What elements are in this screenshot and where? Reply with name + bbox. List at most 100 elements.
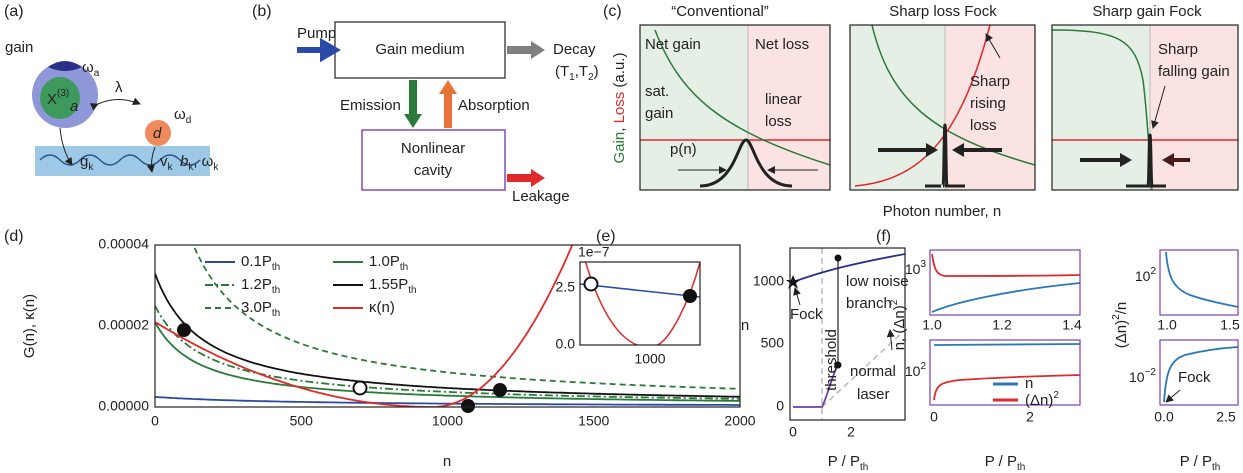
curve	[155, 321, 740, 402]
text: gain	[645, 105, 673, 122]
fock-star	[786, 275, 800, 289]
text: linear	[765, 91, 802, 108]
text: Pump	[297, 25, 336, 42]
distribution	[1126, 133, 1166, 188]
arrow-head	[439, 80, 457, 94]
x-tick-label: 2	[847, 424, 855, 440]
annotation: Fock	[790, 306, 823, 323]
x-tick-label: 1.0	[922, 317, 942, 333]
x-label: Photon number, n	[883, 203, 1001, 220]
annotation: normal	[850, 363, 896, 380]
bg-gain	[850, 25, 945, 190]
curve	[155, 305, 740, 400]
legend-sub: th	[272, 285, 280, 296]
marker	[683, 289, 697, 303]
text: p(n)	[670, 141, 697, 158]
curve	[192, 245, 740, 390]
gain-curve	[654, 29, 831, 166]
marker	[493, 383, 507, 397]
legend-label: 1.55Pth	[369, 276, 417, 296]
legend-text: 0.1P	[241, 253, 272, 270]
x-tick-label: 0	[930, 409, 938, 425]
n-curve	[931, 282, 1081, 313]
box	[361, 129, 506, 191]
y-tick-label: 0	[776, 398, 784, 414]
frame	[154, 244, 741, 408]
pump-arrow	[297, 37, 341, 63]
legend-label: 1.0Pth	[369, 253, 408, 273]
curve	[155, 273, 740, 398]
panel-label: (c)	[603, 3, 622, 20]
panel-d: (d) G(n), κ(n) n 0.00000 0.00002 0.00004…	[4, 228, 756, 470]
subplot-title: “Conventional”	[671, 3, 769, 20]
y-label: n	[741, 317, 749, 334]
curve	[155, 396, 740, 406]
text: gain	[5, 39, 33, 56]
legend-sub: th	[400, 262, 408, 273]
arrow	[793, 287, 801, 306]
x-tick-label: 2	[1026, 409, 1034, 425]
distribution	[925, 123, 965, 188]
arrow-head	[404, 114, 422, 128]
bg-gain	[1052, 25, 1150, 190]
frame	[1051, 24, 1239, 191]
frame	[789, 247, 906, 421]
y-label: n, (Δn)2	[889, 299, 908, 350]
legend-label: n	[1025, 375, 1033, 392]
y-label: (Δn)2/n	[1111, 302, 1130, 348]
ratio-curve	[1163, 346, 1239, 403]
x-tick-label: 1000	[432, 413, 463, 429]
panel-label: (b)	[252, 3, 272, 20]
text: loss	[970, 117, 997, 134]
y-tick-label: 1000	[753, 273, 784, 289]
arrow-head	[1162, 153, 1174, 167]
box	[334, 21, 506, 79]
arrow-head	[531, 169, 545, 187]
legend-sub: th	[272, 262, 280, 273]
annotation: Fock	[1178, 369, 1211, 386]
marker	[834, 254, 842, 262]
n-curve	[933, 343, 1081, 346]
legend-text: 1.2P	[241, 276, 272, 293]
panel-c: (c) Gain, Loss (a.u.) Photon number, n “…	[603, 3, 1239, 220]
mode-d	[145, 120, 171, 146]
legend-sub: th	[408, 285, 416, 296]
x-tick-label: 0	[151, 413, 159, 429]
arrow-head	[1120, 153, 1132, 167]
text: rising	[970, 95, 1006, 112]
inset-frame	[579, 261, 701, 346]
legend-label: 3.0Pth	[241, 299, 280, 319]
x-tick-label: 1.2	[992, 317, 1012, 333]
text: Net gain	[645, 36, 701, 53]
x-label: P / Pth	[1180, 453, 1221, 473]
text: vk	[160, 153, 174, 173]
legend-label: κ(n)	[369, 299, 395, 316]
arrow-head	[952, 143, 964, 157]
x-tick-label: 1000	[634, 351, 665, 367]
text: ωa	[82, 59, 100, 79]
panel-label: (d)	[4, 228, 24, 245]
x-label: P / Pth	[828, 453, 869, 473]
y-tick-label: 10−2	[1129, 367, 1156, 385]
text: Sharp	[1158, 41, 1198, 58]
bg-loss	[748, 25, 830, 190]
y-label: G(n), κ(n)	[21, 294, 38, 358]
bg-gain	[640, 25, 748, 190]
lower-branch	[793, 364, 839, 408]
gain-cap	[48, 61, 82, 71]
distribution	[699, 138, 793, 188]
marker	[177, 323, 191, 337]
legend-label: (Δn)2	[1025, 390, 1059, 409]
y-tick-label: 103	[905, 259, 927, 277]
arrow-head	[531, 41, 545, 59]
panel-label: (f)	[876, 228, 891, 245]
bg-loss	[1150, 25, 1238, 190]
text: (T1,T2)	[555, 63, 599, 83]
legend-text: 1.55P	[369, 276, 408, 293]
annotation: low noise	[846, 273, 909, 290]
x-tick-label: 1.0	[1157, 317, 1177, 333]
inset-bg	[580, 262, 700, 345]
panel-f: (f) n, (Δn)2 (Δn)2/n 103 1.0 1.2 1.4 102…	[876, 228, 1240, 472]
text: falling gain	[1158, 63, 1230, 80]
